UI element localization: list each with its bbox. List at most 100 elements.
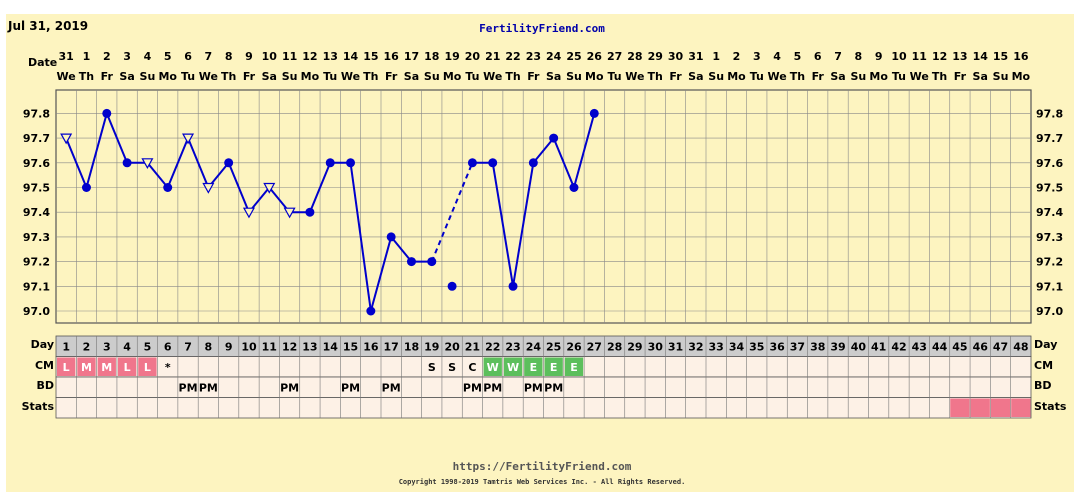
temp-point xyxy=(406,257,416,267)
cm-cell-fill xyxy=(544,357,563,376)
weekday-label: Tu xyxy=(608,70,622,83)
weekday-label: Mo xyxy=(1012,70,1031,83)
temp-segment xyxy=(390,236,413,263)
date-label: 16 xyxy=(1013,50,1029,63)
temp-point xyxy=(528,158,538,168)
cm-label: W xyxy=(487,361,499,374)
date-label: 24 xyxy=(546,50,562,63)
day-number: 48 xyxy=(1013,341,1028,354)
weekday-label: We xyxy=(767,70,786,83)
weekday-label: Fr xyxy=(243,70,256,83)
day-number: 29 xyxy=(627,341,642,354)
temp-segment xyxy=(573,113,596,188)
date-label: 9 xyxy=(875,50,883,63)
date-label: 30 xyxy=(668,50,684,63)
temp-segment xyxy=(308,162,332,213)
day-number: 37 xyxy=(790,341,805,354)
day-number: 32 xyxy=(688,341,703,354)
date-label: 6 xyxy=(184,50,192,63)
temp-point-open xyxy=(182,133,195,145)
cm-label: L xyxy=(63,361,70,374)
row-label-day: Day xyxy=(31,338,54,351)
day-number: 41 xyxy=(871,341,886,354)
ytick-label-right: 97.2 xyxy=(1036,256,1063,269)
date-label: 5 xyxy=(164,50,172,63)
temp-segment xyxy=(85,113,108,188)
day-number: 35 xyxy=(749,341,764,354)
temp-segment xyxy=(65,137,88,188)
date-label: 14 xyxy=(343,50,359,63)
date-label: 9 xyxy=(245,50,253,63)
row-label-cm: CM xyxy=(35,359,54,372)
stats-highlight xyxy=(1011,398,1031,417)
day-number: 5 xyxy=(144,341,152,354)
day-number: 9 xyxy=(225,341,233,354)
day-number: 1 xyxy=(62,341,70,354)
date-label: 12 xyxy=(932,50,947,63)
day-number: 8 xyxy=(205,341,213,354)
weekday-label: Su xyxy=(424,70,440,83)
row-label-stats-right: Stats xyxy=(1034,400,1067,413)
ytick-label-left: 97.6 xyxy=(23,157,50,170)
day-number: 28 xyxy=(607,341,622,354)
ytick-label-right: 97.5 xyxy=(1036,182,1063,195)
cm-label: L xyxy=(124,361,131,374)
weekday-label: Sa xyxy=(830,70,845,83)
weekday-label: Th xyxy=(79,70,94,83)
temp-point xyxy=(81,183,91,192)
weekday-label: Sa xyxy=(119,70,134,83)
temp-segment xyxy=(552,137,575,188)
day-number: 14 xyxy=(323,341,339,354)
cm-cell-fill xyxy=(564,357,584,376)
date-label: 29 xyxy=(648,50,663,63)
temp-point-open xyxy=(263,182,276,194)
date-label: 1 xyxy=(712,50,720,63)
day-number: 2 xyxy=(83,341,91,354)
weekday-label: Su xyxy=(850,70,866,83)
ytick-label-right: 97.1 xyxy=(1036,280,1063,293)
day-number: 24 xyxy=(526,341,542,354)
temp-point xyxy=(102,108,112,118)
cm-label: E xyxy=(550,361,558,374)
date-label: 4 xyxy=(773,50,781,63)
day-number: 7 xyxy=(184,341,192,354)
temp-point xyxy=(467,158,477,168)
weekday-label: We xyxy=(199,70,218,83)
cm-label: E xyxy=(530,361,538,374)
day-number: 17 xyxy=(384,341,399,354)
cm-cell-fill xyxy=(524,357,543,376)
weekday-label: Mo xyxy=(443,70,462,83)
date-label: 3 xyxy=(753,50,761,63)
bd-label: PM xyxy=(199,382,218,395)
day-number: 26 xyxy=(566,341,582,354)
weekday-label: Tu xyxy=(465,70,479,83)
cm-cell-fill xyxy=(97,357,116,376)
day-number: 34 xyxy=(729,341,745,354)
day-number: 30 xyxy=(648,341,664,354)
date-label: 5 xyxy=(794,50,802,63)
day-number: 18 xyxy=(404,341,419,354)
date-label: 31 xyxy=(59,50,74,63)
cm-label: * xyxy=(165,361,171,374)
temp-segment xyxy=(532,137,555,164)
weekday-label: We xyxy=(910,70,929,83)
bd-label: PM xyxy=(483,382,502,395)
weekday-label: Sa xyxy=(262,70,277,83)
day-number: 43 xyxy=(912,341,927,354)
day-number: 19 xyxy=(424,341,439,354)
day-number: 20 xyxy=(444,341,460,354)
weekday-label: Sa xyxy=(688,70,703,83)
cm-cell-fill xyxy=(138,357,157,376)
weekday-label: Fr xyxy=(385,70,398,83)
date-label: 13 xyxy=(323,50,338,63)
temp-segment xyxy=(146,162,169,189)
date-label: 28 xyxy=(627,50,642,63)
date-row-label: Date xyxy=(28,56,57,69)
ytick-label-left: 97.8 xyxy=(23,107,50,120)
temp-point-open xyxy=(242,207,255,219)
day-number: 42 xyxy=(891,341,906,354)
date-label: 18 xyxy=(424,50,439,63)
date-label: 11 xyxy=(912,50,927,63)
date-label: 7 xyxy=(205,50,213,63)
cm-label: E xyxy=(570,361,578,374)
